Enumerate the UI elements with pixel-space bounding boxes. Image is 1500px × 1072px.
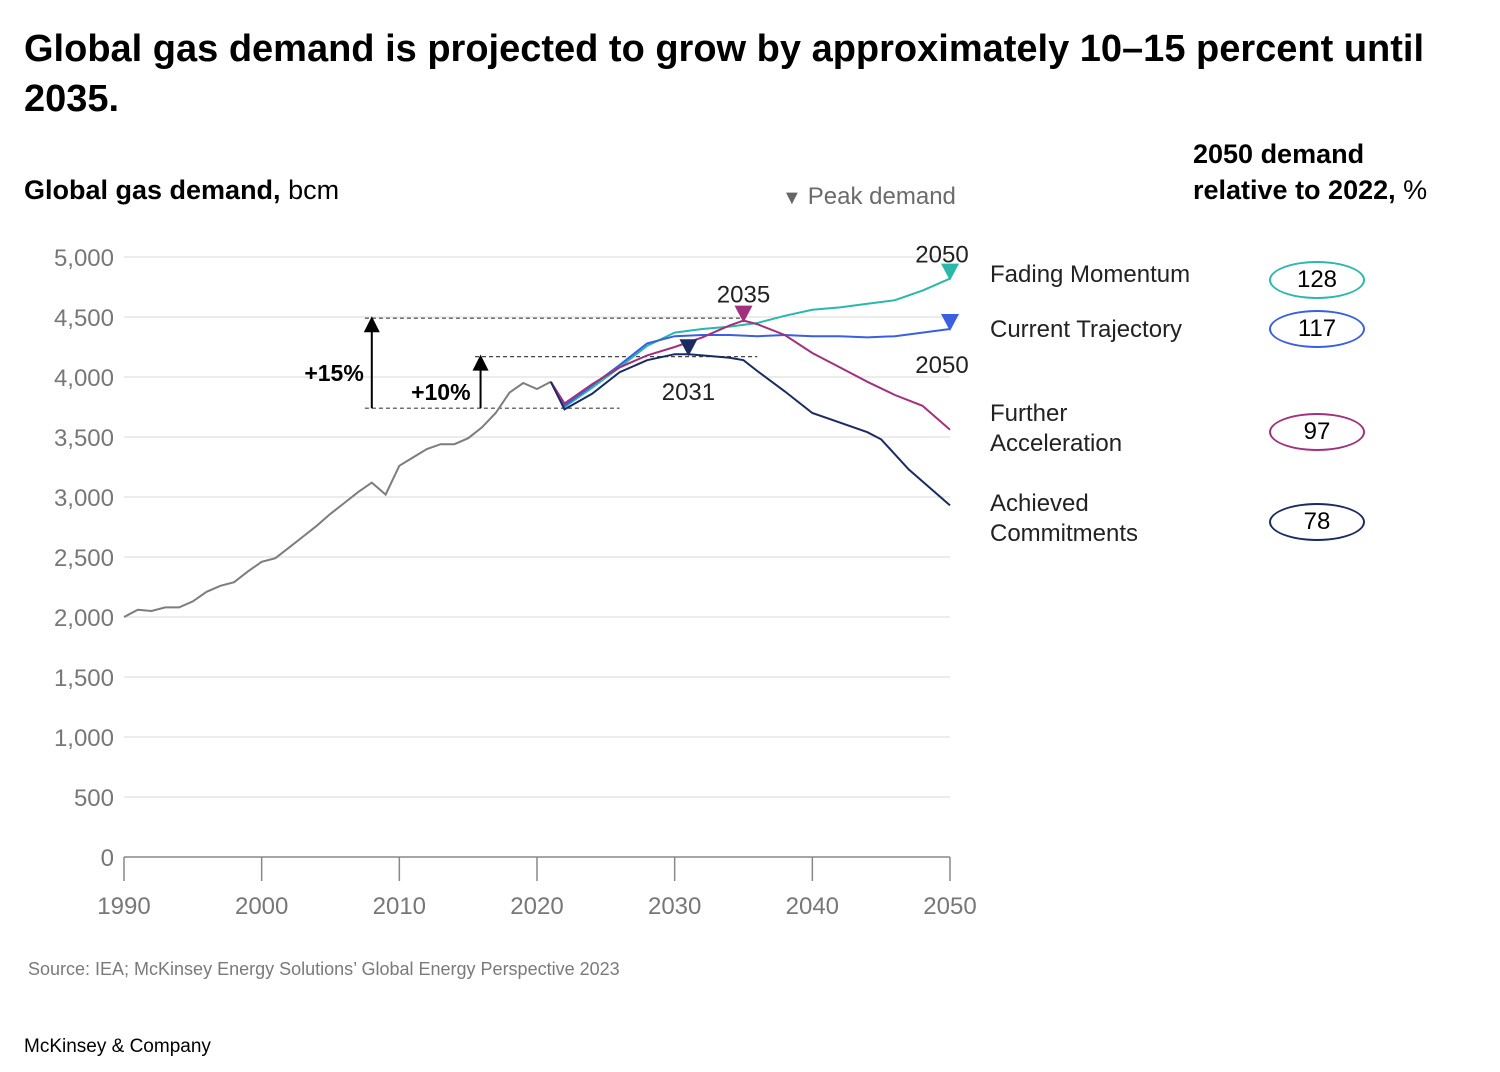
triangle-down-icon: ▼ — [782, 187, 802, 209]
scenario-label-line: Achieved — [990, 490, 1089, 517]
source-note: Source: IEA; McKinsey Energy Solutions’ … — [28, 959, 620, 979]
y-tick-label: 1,000 — [54, 725, 114, 752]
scenario-label-further-acceleration: Further Acceleration — [990, 399, 1122, 459]
y-tick-label: 3,000 — [54, 485, 114, 512]
x-tick-label: 2010 — [373, 893, 426, 920]
peak-marker-icon — [679, 339, 698, 357]
scenario-label-line: Fading Momentum — [990, 261, 1191, 288]
scenario-label-line: Commitments — [990, 520, 1139, 547]
peak-year-label: 2050 — [915, 352, 968, 379]
peak-year-label: 2031 — [662, 379, 715, 406]
peak-marker-icon — [941, 314, 959, 331]
y-tick-label: 5,000 — [54, 245, 114, 272]
relative-value-badge: 97 — [1269, 413, 1365, 451]
page-title: Global gas demand is projected to grow b… — [24, 28, 1425, 120]
y-tick-label: 0 — [101, 845, 114, 872]
scenario-label-line: Further — [990, 400, 1068, 427]
subtitle-bold: Global gas demand, — [24, 175, 281, 205]
scenario-label-current-trajectory: Current Trajectory — [990, 315, 1182, 345]
peak-demand-legend: ▼ Peak demand — [782, 182, 956, 213]
chart-subtitle: Global gas demand, bcm — [24, 172, 339, 208]
relative-header-line1: 2050 demand — [1193, 139, 1365, 169]
y-tick-label: 3,500 — [54, 425, 114, 452]
scenario-label-fading-momentum: Fading Momentum — [990, 260, 1190, 290]
y-tick-label: 4,000 — [54, 365, 114, 392]
x-tick-label: 2030 — [648, 893, 701, 920]
y-tick-label: 500 — [74, 785, 114, 812]
x-tick-label: 2000 — [235, 893, 288, 920]
peak-demand-label: Peak demand — [807, 183, 956, 210]
x-tick-label: 2020 — [510, 893, 563, 920]
peak-marker-icon — [734, 305, 753, 323]
plus-15-arrow-head — [363, 316, 380, 333]
historical-series-line — [123, 380, 552, 618]
annotation-label: +15% — [304, 360, 363, 386]
subtitle-unit: bcm — [280, 175, 340, 205]
relative-header-unit: % — [1395, 175, 1428, 205]
series-line-achieved-commitments — [549, 353, 951, 507]
scenario-label-line: Acceleration — [990, 430, 1123, 457]
relative-value-badge: 78 — [1269, 503, 1365, 541]
relative-header-line2: relative to 2022, — [1193, 175, 1396, 205]
x-tick-label: 1990 — [97, 893, 150, 920]
y-tick-label: 2,000 — [54, 605, 114, 632]
peak-marker-icon — [941, 263, 959, 281]
y-tick-label: 4,500 — [54, 305, 114, 332]
series-line-current-trajectory — [549, 328, 951, 408]
peak-year-label: 2035 — [717, 282, 770, 309]
series-line-fading-momentum — [549, 277, 951, 409]
x-tick-label: 2040 — [786, 893, 839, 920]
annotation-label: +10% — [411, 379, 470, 405]
peak-year-label: 2050 — [915, 242, 968, 269]
y-tick-label: 2,500 — [54, 545, 114, 572]
relative-value-badge: 117 — [1269, 310, 1365, 348]
scenario-label-line: Current Trajectory — [990, 316, 1183, 343]
plus-10-arrow-head — [472, 354, 489, 371]
x-tick-label: 2050 — [923, 893, 976, 920]
relative-value-badge: 128 — [1269, 261, 1365, 299]
scenario-label-achieved-commitments: Achieved Commitments — [990, 489, 1138, 549]
relative-2050-header: 2050 demand relative to 2022, % — [1193, 136, 1427, 208]
brand-logo-text: McKinsey & Company — [24, 1036, 211, 1057]
y-tick-label: 1,500 — [54, 665, 114, 692]
